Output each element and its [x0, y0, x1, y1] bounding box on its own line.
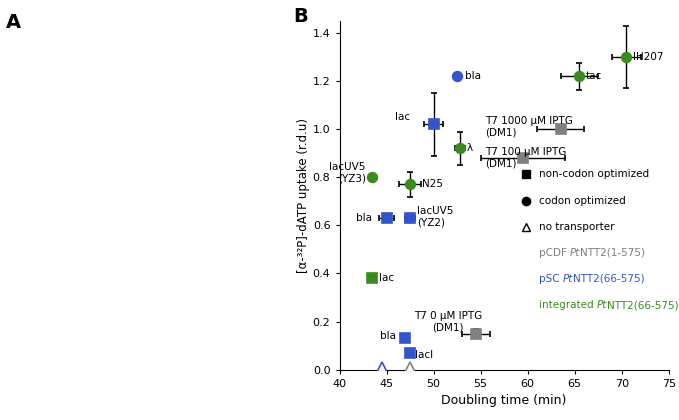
Text: IH207: IH207 [633, 52, 663, 62]
Text: A: A [6, 13, 22, 32]
Text: lacI: lacI [415, 350, 433, 360]
Text: lac: lac [379, 273, 394, 283]
Text: integrated: integrated [538, 300, 597, 310]
Text: NTT2(66-575): NTT2(66-575) [607, 300, 678, 310]
Text: N25: N25 [422, 179, 443, 189]
Y-axis label: [α-³²P]-dATP uptake (r.d.u): [α-³²P]-dATP uptake (r.d.u) [297, 118, 310, 273]
Text: T7 0 μM IPTG
(DM1): T7 0 μM IPTG (DM1) [414, 311, 482, 332]
Text: bla: bla [356, 213, 372, 223]
Text: pSC: pSC [538, 274, 563, 284]
Text: tac: tac [586, 71, 602, 81]
Text: lac: lac [395, 112, 410, 122]
Text: NTT2(66-575): NTT2(66-575) [573, 274, 644, 284]
Text: pCDF: pCDF [538, 248, 570, 258]
Text: NTT2(1-575): NTT2(1-575) [581, 248, 645, 258]
Text: codon optimized: codon optimized [538, 196, 625, 205]
Text: lacUV5
(YZ3): lacUV5 (YZ3) [329, 162, 366, 183]
Text: B: B [293, 7, 308, 26]
X-axis label: Doubling time (min): Doubling time (min) [441, 394, 567, 407]
Text: bla: bla [380, 331, 396, 341]
Text: λ: λ [466, 143, 473, 153]
Text: lacUV5
(YZ2): lacUV5 (YZ2) [417, 206, 453, 228]
Text: T7 1000 μM IPTG
(DM1): T7 1000 μM IPTG (DM1) [485, 116, 573, 138]
Text: Pt: Pt [597, 300, 607, 310]
Text: T7 100 μM IPTG
(DM1): T7 100 μM IPTG (DM1) [485, 147, 567, 169]
Text: no transporter: no transporter [538, 222, 614, 232]
Text: Pt: Pt [570, 248, 581, 258]
Text: bla: bla [464, 71, 481, 81]
Text: Pt: Pt [563, 274, 573, 284]
Text: non-codon optimized: non-codon optimized [538, 169, 649, 179]
